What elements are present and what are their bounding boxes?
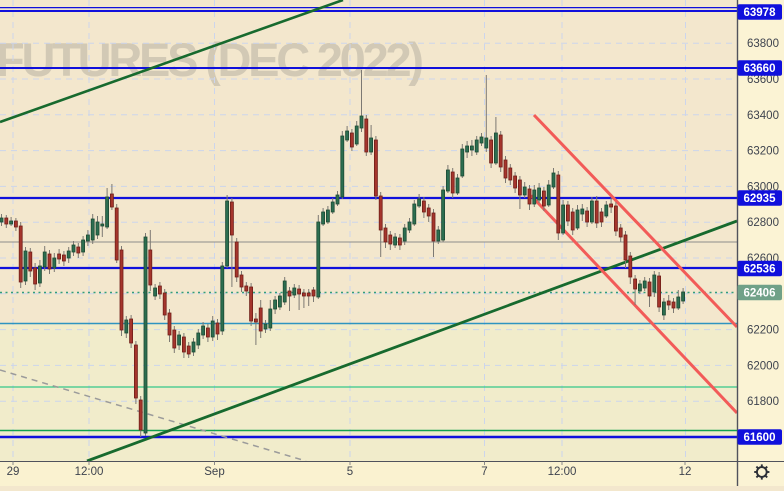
svg-text:63660: 63660 <box>744 63 776 75</box>
svg-text:62000: 62000 <box>747 360 779 372</box>
svg-text:Sep: Sep <box>204 466 224 478</box>
svg-text:5: 5 <box>347 466 353 478</box>
svg-text:63400: 63400 <box>747 110 779 122</box>
svg-text:62406: 62406 <box>744 288 776 300</box>
svg-text:63200: 63200 <box>747 146 779 158</box>
svg-text:62200: 62200 <box>747 325 779 337</box>
svg-text:62536: 62536 <box>744 264 776 276</box>
svg-text:63800: 63800 <box>747 38 779 50</box>
svg-text:12:00: 12:00 <box>548 466 577 478</box>
svg-text:61800: 61800 <box>747 396 779 408</box>
svg-text:61600: 61600 <box>744 432 776 444</box>
svg-text:12:00: 12:00 <box>75 466 104 478</box>
svg-text:7: 7 <box>481 466 487 478</box>
svg-text:62935: 62935 <box>744 193 777 205</box>
svg-text:29: 29 <box>7 466 20 478</box>
svg-text:62800: 62800 <box>747 217 779 229</box>
svg-text:63600: 63600 <box>747 74 779 86</box>
svg-text:12: 12 <box>679 466 692 478</box>
svg-text:63978: 63978 <box>744 7 777 19</box>
svg-text:FUTURES (DEC 2022): FUTURES (DEC 2022) <box>0 33 424 86</box>
